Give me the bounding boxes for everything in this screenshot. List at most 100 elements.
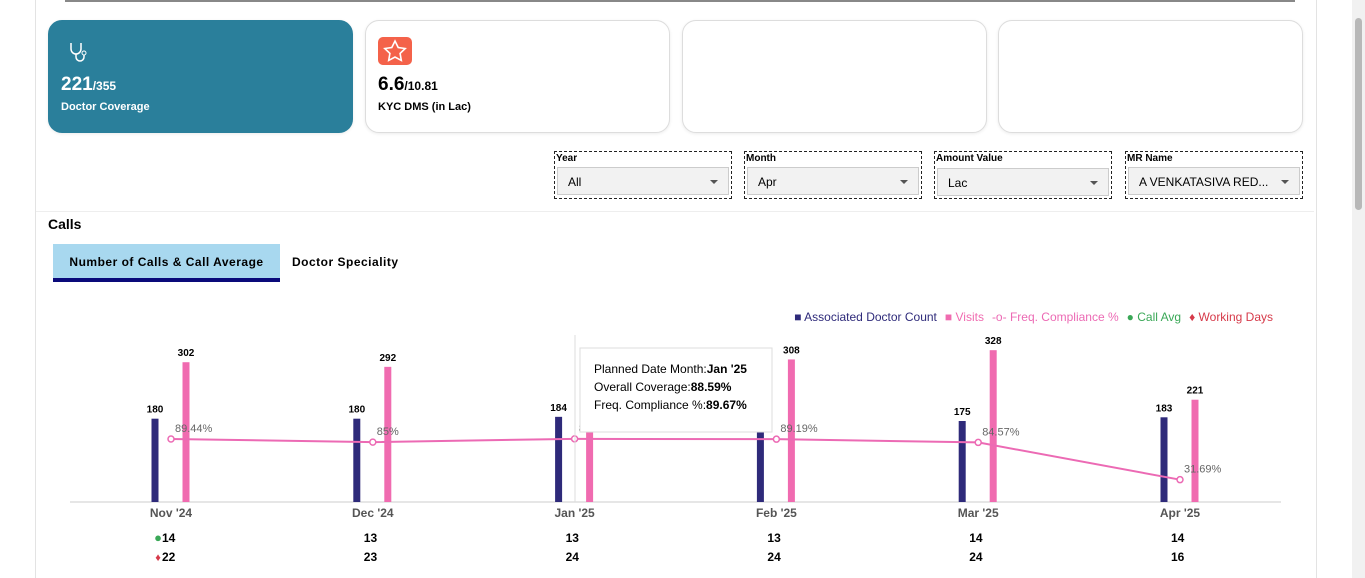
value: 6.6: [378, 74, 405, 95]
doctor-count-bar: [353, 418, 361, 502]
total: /355: [92, 79, 117, 93]
legend-entry: Call Avg: [1137, 310, 1181, 324]
compliance-point: [369, 438, 377, 446]
section-title: Calls: [48, 216, 82, 232]
call-avg-value: 13: [364, 531, 378, 545]
tab-active[interactable]: Number of Calls & Call Average: [53, 244, 280, 282]
tooltip-value: 89.67%: [706, 398, 747, 412]
data-label: 85%: [377, 426, 399, 438]
data-label: 175: [954, 407, 971, 418]
filter[interactable]: Amount Value Lac: [934, 151, 1112, 199]
visits-bar: [384, 366, 392, 502]
visits-bar: [1191, 399, 1199, 502]
tooltip: [579, 347, 773, 433]
x-tick-label: Feb '25: [756, 506, 797, 520]
doctor-count-bar: [1160, 417, 1168, 502]
dropdown[interactable]: A VENKATASIVA RED...: [1128, 167, 1300, 195]
filter[interactable]: Month Apr: [744, 151, 922, 199]
value: 221: [61, 74, 93, 95]
dropdown[interactable]: All: [557, 167, 729, 195]
tab[interactable]: Doctor Speciality: [292, 255, 399, 269]
data-label: 292: [379, 353, 396, 364]
x-tick-label: Nov '24: [150, 506, 193, 520]
filter-label: MR Name: [1127, 153, 1173, 164]
legend-symbol: ■: [945, 310, 956, 324]
kpi-label: Doctor Coverage: [61, 101, 150, 113]
call-avg-icon: ●: [154, 530, 162, 545]
legend-symbol: ●: [1127, 310, 1138, 324]
visits-bar: [586, 363, 594, 502]
data-label: 84.57%: [982, 426, 1020, 438]
data-label: 328: [985, 336, 1002, 347]
data-label: 31.69%: [1184, 464, 1222, 476]
tooltip-value: 88.59%: [691, 380, 732, 394]
kpi-label: KYC DMS (in Lac): [378, 101, 471, 113]
call-avg-value: 13: [767, 531, 781, 545]
total: /10.81: [404, 79, 438, 93]
call-avg-value: 13: [566, 531, 580, 545]
data-label: 183: [1156, 403, 1173, 414]
call-avg-value: 14: [1171, 531, 1185, 545]
legend-entry: Freq. Compliance %: [1010, 310, 1119, 324]
kpi-card: 221/355 Doctor Coverage: [48, 20, 353, 133]
kpi-value: 221/355: [61, 74, 116, 96]
top-border: [65, 0, 1295, 2]
scroll-thumb[interactable]: [1355, 18, 1362, 210]
working-days-value: 16: [1171, 550, 1185, 564]
filter[interactable]: Year All: [554, 151, 732, 199]
visits-bar: [182, 362, 190, 502]
doctor-count-bar: [555, 416, 563, 502]
compliance-point: [1176, 475, 1184, 484]
tooltip-label: Overall Coverage:: [594, 380, 691, 394]
tooltip-value: Jan '25: [707, 362, 748, 376]
working-days-value: 23: [364, 550, 378, 564]
call-avg-value: 14: [162, 531, 176, 545]
x-tick-label: Apr '25: [1160, 506, 1201, 520]
empty-card: [998, 20, 1303, 133]
data-label: 89.19%: [780, 423, 818, 435]
data-label: 180: [348, 405, 365, 416]
working-days-icon: ♦: [155, 552, 161, 564]
legend-symbol: ■: [794, 310, 804, 324]
legend: ■ Associated Doctor Count ■ Visits -o- Fre…: [794, 310, 1273, 324]
x-tick-label: Jan '25: [554, 506, 595, 520]
compliance-point: [772, 435, 781, 443]
compliance-point: [167, 435, 175, 443]
legend-entry: Working Days: [1199, 310, 1273, 324]
tooltip-line: Planned Date Month:Jan '25: [594, 362, 747, 376]
doctor-count-bar: [756, 417, 764, 502]
visits-bar: [787, 359, 795, 502]
data-label: 184: [550, 403, 567, 414]
dropdown[interactable]: Apr: [747, 167, 919, 195]
filter-label: Amount Value: [936, 153, 1003, 164]
star-icon: [378, 37, 412, 65]
x-tick-label: Mar '25: [958, 506, 999, 520]
filter-label: Month: [746, 153, 776, 164]
compliance-line: [170, 437, 1181, 481]
data-label: 221: [1187, 386, 1204, 397]
compliance-point: [974, 438, 982, 447]
stethoscope-icon: [70, 43, 87, 62]
filter[interactable]: MR Name A VENKATASIVA RED...: [1125, 151, 1303, 199]
kpi-card: 6.6/10.81 KYC DMS (in Lac): [365, 20, 670, 133]
doctor-count-bar: [151, 418, 159, 502]
tooltip-line: Freq. Compliance %:89.67%: [594, 398, 747, 412]
call-avg-value: 14: [969, 531, 983, 545]
legend-entry: Associated Doctor Count: [804, 310, 937, 324]
divider: [36, 211, 1314, 212]
working-days-value: 24: [566, 550, 580, 564]
data-label: 308: [783, 345, 800, 356]
legend-entry: Visits: [955, 310, 983, 324]
dropdown[interactable]: Lac: [937, 168, 1109, 196]
filter-label: Year: [556, 153, 578, 164]
working-days-value: 24: [767, 550, 781, 564]
legend-symbol: -o-: [992, 310, 1010, 324]
tooltip-label: Planned Date Month:: [594, 362, 707, 376]
kpi-value: 6.6/10.81: [378, 74, 438, 96]
data-label: 302: [178, 348, 195, 359]
data-label: 89.44%: [175, 423, 213, 435]
x-tick-label: Dec '24: [352, 506, 394, 520]
working-days-value: 24: [969, 550, 983, 564]
working-days-value: 22: [162, 550, 176, 564]
